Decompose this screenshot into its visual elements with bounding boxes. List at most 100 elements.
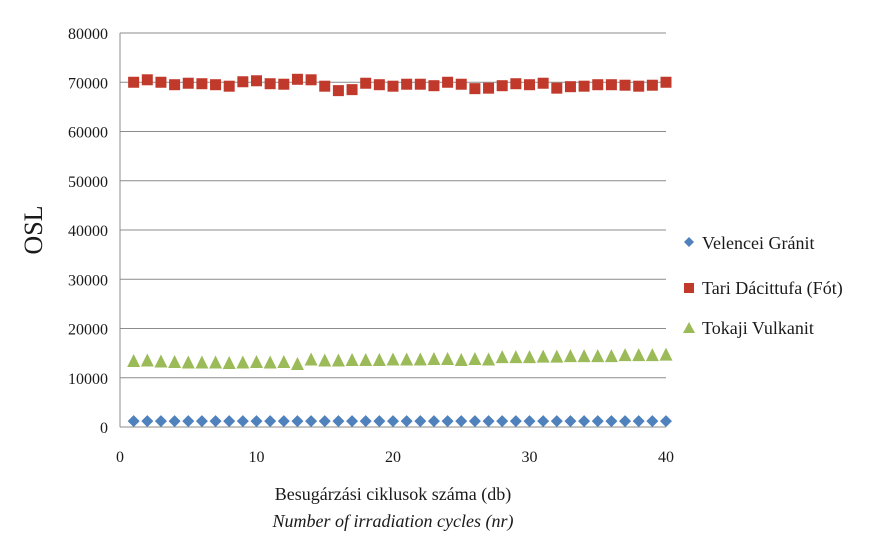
data-point-diamond: [277, 415, 290, 428]
data-point-square: [592, 79, 604, 91]
legend-label: Tari Dácittufa (Fót): [702, 278, 843, 299]
data-point-square: [373, 79, 385, 91]
data-point-triangle: [140, 353, 154, 367]
data-point-square: [196, 78, 208, 90]
data-point-triangle: [209, 355, 223, 369]
y-tick-label: 80000: [68, 26, 108, 43]
data-point-square: [332, 85, 344, 97]
data-point-diamond: [373, 415, 386, 428]
data-point-triangle: [222, 355, 236, 369]
data-point-diamond: [141, 415, 154, 428]
data-point-square: [551, 82, 563, 94]
data-point-diamond: [332, 415, 345, 428]
y-tick-label: 40000: [68, 223, 108, 240]
data-point-triangle: [181, 355, 195, 369]
y-tick-label: 60000: [68, 125, 108, 142]
data-point-square: [278, 78, 290, 90]
legend-item-tari: Tari Dácittufa (Fót): [684, 278, 843, 299]
data-point-triangle: [331, 353, 345, 367]
data-point-triangle: [523, 350, 536, 364]
series-0: [127, 415, 672, 428]
data-point-diamond: [154, 415, 167, 428]
data-point-square: [169, 79, 181, 91]
x-tick-label: 30: [522, 449, 538, 466]
series-1: [128, 73, 672, 97]
legend-square-marker: [684, 283, 694, 293]
data-point-diamond: [305, 415, 318, 428]
data-point-diamond: [482, 415, 495, 428]
data-point-square: [496, 80, 508, 92]
data-point-square: [660, 76, 672, 88]
data-point-square: [387, 80, 399, 92]
data-point-triangle: [400, 352, 414, 366]
data-point-triangle: [441, 352, 455, 366]
data-point-square: [210, 79, 222, 91]
data-point-square: [141, 74, 153, 86]
data-point-diamond: [619, 415, 632, 428]
data-point-triangle: [550, 349, 564, 363]
data-point-triangle: [577, 349, 591, 363]
data-point-square: [264, 78, 276, 90]
data-point-diamond: [496, 415, 509, 428]
data-point-square: [510, 78, 522, 90]
data-point-triangle: [591, 349, 605, 363]
data-point-triangle: [632, 348, 646, 362]
data-point-diamond: [591, 415, 604, 428]
data-point-square: [646, 79, 658, 91]
data-point-diamond: [414, 415, 427, 428]
data-point-square: [428, 80, 440, 92]
legend-label: Velencei Gránit: [702, 233, 814, 253]
data-point-square: [578, 80, 590, 92]
data-point-diamond: [182, 415, 195, 428]
data-point-square: [237, 76, 249, 88]
data-point-diamond: [264, 415, 277, 428]
data-point-square: [346, 84, 358, 96]
data-point-diamond: [564, 415, 577, 428]
data-point-diamond: [318, 415, 331, 428]
data-point-square: [455, 78, 467, 90]
data-point-diamond: [632, 415, 645, 428]
data-point-diamond: [168, 415, 181, 428]
data-point-square: [182, 77, 194, 89]
data-point-diamond: [223, 415, 236, 428]
data-point-diamond: [455, 415, 468, 428]
data-point-triangle: [468, 352, 482, 366]
data-point-diamond: [660, 415, 672, 428]
data-point-diamond: [441, 415, 454, 428]
data-point-square: [155, 76, 167, 88]
data-point-square: [360, 77, 372, 89]
data-point-triangle: [263, 355, 277, 369]
data-point-diamond: [537, 415, 550, 428]
data-point-diamond: [427, 415, 440, 428]
data-point-triangle: [495, 350, 509, 364]
data-point-diamond: [346, 415, 359, 428]
data-point-square: [524, 79, 535, 91]
data-point-diamond: [291, 415, 304, 428]
data-point-square: [605, 79, 617, 91]
data-point-diamond: [387, 415, 399, 428]
data-point-triangle: [509, 350, 523, 364]
data-point-triangle: [372, 353, 386, 367]
data-point-square: [305, 74, 317, 86]
data-point-triangle: [645, 348, 659, 362]
data-point-diamond: [523, 415, 536, 428]
data-point-triangle: [454, 353, 468, 367]
data-point-diamond: [209, 415, 222, 428]
data-point-triangle: [604, 349, 618, 363]
data-point-triangle: [168, 354, 182, 368]
data-point-triangle: [345, 353, 359, 367]
data-point-triangle: [563, 349, 577, 363]
data-point-triangle: [236, 355, 250, 369]
x-tick-label: 10: [249, 449, 265, 466]
y-tick-label: 50000: [68, 174, 108, 191]
data-point-triangle: [154, 354, 168, 368]
data-point-triangle: [386, 352, 400, 366]
data-point-square: [414, 78, 426, 90]
data-point-square: [619, 79, 631, 91]
x-axis-label-secondary: Number of irradiation cycles (nr): [272, 511, 514, 532]
data-point-triangle: [413, 352, 427, 366]
data-point-square: [442, 76, 454, 88]
y-tick-label: 20000: [68, 322, 108, 339]
data-point-diamond: [468, 415, 481, 428]
